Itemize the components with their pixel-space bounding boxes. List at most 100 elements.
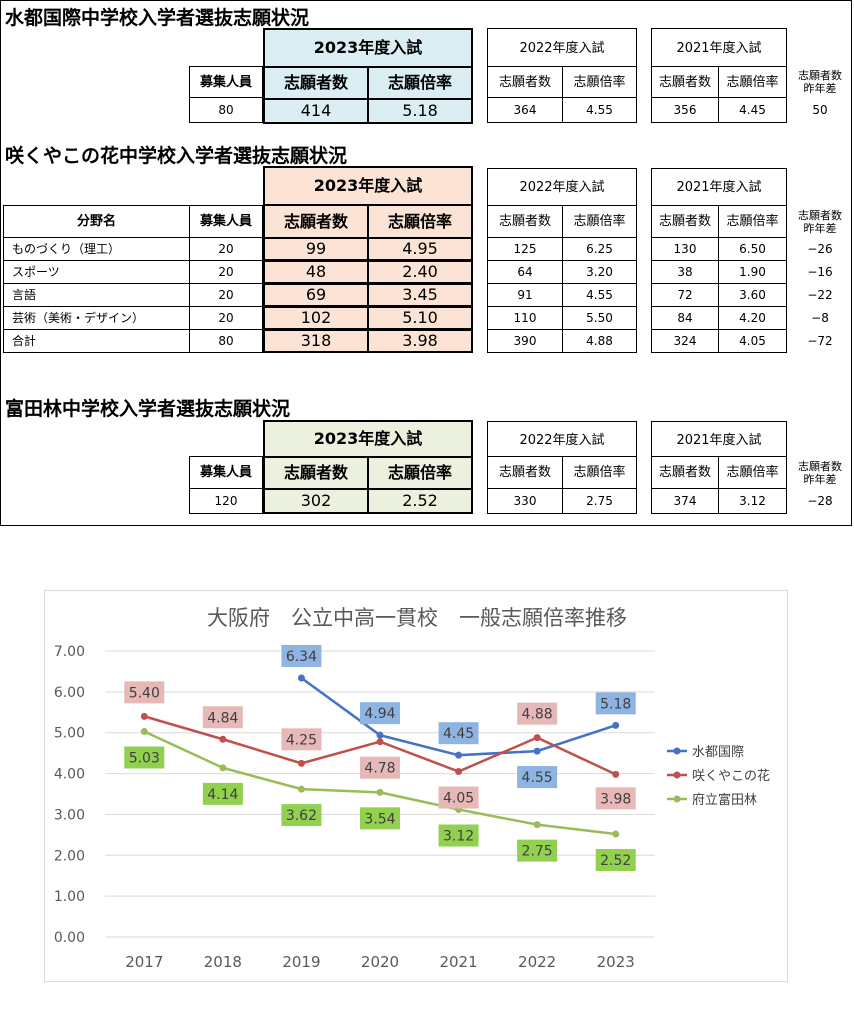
sakuya-rate-2023: 2.40 [367,260,473,284]
header-diff: 志願者数 昨年差 [789,205,851,238]
data-label: 4.14 [207,787,238,803]
data-point [612,830,620,838]
mizuto-rate-2021: 4.45 [718,97,787,123]
header-bairitsu-2021: 志願倍率 [718,205,787,238]
data-label-box [438,722,479,745]
data-label-box [438,786,479,809]
header-bairitsu-2023: 志願倍率 [367,456,473,490]
header-shigansha-2022: 志願者数 [487,205,563,238]
header-diff: 志願者数 昨年差 [789,66,851,98]
data-point [612,770,620,778]
sakuya-rate-2023: 3.45 [367,283,473,307]
data-label: 2.75 [522,844,553,860]
chart-title: 大阪府 公立中高一貫校 一般志願倍率推移 [207,606,627,630]
header-boshu: 募集人員 [189,66,263,98]
y-tick-label: 1.00 [54,889,85,905]
data-label: 4.78 [364,761,395,777]
sakuya-count-2023: 99 [263,237,369,261]
sakuya-diff: −8 [811,311,829,325]
data-point [533,747,541,755]
header-bairitsu-2021: 志願倍率 [718,456,787,489]
header-shigansha-2021: 志願者数 [651,66,719,98]
mizuto-rate-2023: 5.18 [367,98,473,124]
data-label: 3.12 [443,829,474,845]
header-shigansha-2021: 志願者数 [651,456,719,489]
data-point [376,738,384,746]
data-point [612,721,620,729]
tondabayashi-rate-2022: 2.75 [562,488,637,514]
header-shigansha-2023: 志願者数 [263,456,369,490]
sakuya-boshu: 80 [189,329,263,353]
header-2023: 2023年度入試 [263,28,473,68]
sakuya-field: ものづくり（理工） [3,237,190,261]
header-shigansha-2023: 志願者数 [263,66,369,100]
data-label: 4.94 [364,706,395,722]
data-label-box [124,681,165,704]
header-diff-line1: 志願者数 [798,459,842,473]
header-diff-line2: 昨年差 [803,221,837,235]
x-tick-label: 2019 [282,953,320,971]
data-label-box [595,692,636,715]
legend-marker [673,795,681,803]
data-label: 4.55 [522,770,553,786]
header-2021: 2021年度入試 [651,421,787,458]
data-label: 3.62 [286,808,317,824]
sakuya-count-2021: 84 [651,306,719,330]
header-2023: 2023年度入試 [263,420,473,458]
sakuya-count-2021: 72 [651,283,719,307]
sakuya-rate-2021: 1.90 [718,260,787,284]
header-diff-line1: 志願者数 [798,208,842,222]
y-tick-label: 6.00 [54,685,85,701]
section-title-tondabayashi: 富田林中学校入学者選抜志願状況 [5,398,291,420]
y-tick-label: 5.00 [54,726,85,742]
tondabayashi-boshu: 120 [189,488,263,514]
x-tick-label: 2021 [439,953,477,971]
sakuya-count-2021: 38 [651,260,719,284]
data-label-box [281,804,322,827]
sakuya-diff: −72 [807,334,833,348]
data-point [219,735,227,743]
data-point [376,731,384,739]
legend-marker [673,747,681,755]
header-shigansha-2022: 志願者数 [487,66,563,98]
sakuya-diff: −26 [807,242,833,256]
data-point [455,751,463,759]
sakuya-count-2022: 390 [487,329,563,353]
sakuya-boshu: 20 [189,306,263,330]
x-tick-label: 2020 [361,953,399,971]
data-label-box [517,766,558,789]
data-label-box [595,849,636,872]
chart-canvas: 大阪府 公立中高一貫校 一般志願倍率推移 0.00 1.00 2.00 3.00 4.0… [54,606,770,971]
mizuto-boshu: 80 [189,97,263,123]
data-point [376,788,384,796]
header-2023: 2023年度入試 [263,166,473,206]
header-bairitsu-2022: 志願倍率 [562,456,637,489]
header-2022: 2022年度入試 [487,168,637,206]
data-label: 4.45 [443,726,474,742]
data-point [140,727,148,735]
data-point [219,764,227,772]
header-shigansha-2021: 志願者数 [651,205,719,238]
sakuya-count-2022: 64 [487,260,563,284]
header-boshu: 募集人員 [189,205,263,238]
sakuya-rate-2021: 6.50 [718,237,787,261]
header-diff-line2: 昨年差 [803,472,837,486]
sakuya-count-2022: 125 [487,237,563,261]
data-label-box [281,644,322,667]
data-label: 4.88 [522,707,553,723]
sakuya-rate-2021: 4.20 [718,306,787,330]
x-tick-label: 2022 [518,953,556,971]
header-shigansha-2023: 志願者数 [263,204,369,239]
data-point [533,821,541,829]
data-label-box [202,706,243,729]
tondabayashi-diff: −28 [807,494,833,508]
sakuya-field: 合計 [3,329,190,353]
sakuya-rate-2022: 3.20 [562,260,637,284]
sakuya-boshu: 20 [189,260,263,284]
sakuya-diff: −22 [807,288,833,302]
rate-trend-chart: 大阪府 公立中高一貫校 一般志願倍率推移 0.00 1.00 2.00 3.00 4.0… [44,590,788,982]
data-label: 4.84 [207,710,238,726]
header-2022: 2022年度入試 [487,421,637,458]
sakuya-rate-2023: 5.10 [367,306,473,330]
y-tick-label: 2.00 [54,848,85,864]
